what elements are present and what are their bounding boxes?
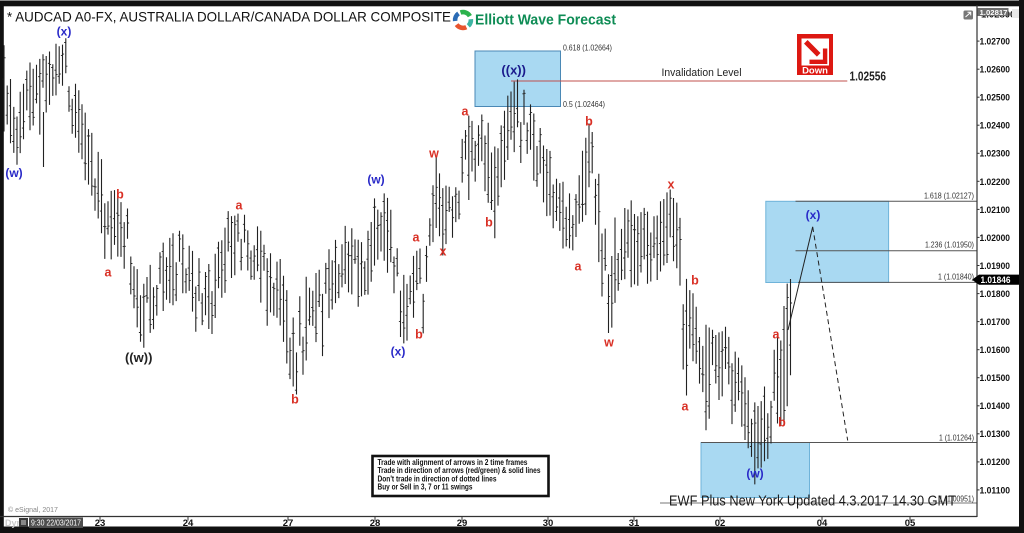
svg-text:1.01400: 1.01400 — [980, 401, 1011, 412]
svg-text:0.618 (1.02664): 0.618 (1.02664) — [563, 43, 612, 53]
svg-text:1.02200: 1.02200 — [980, 177, 1011, 188]
svg-text:Down: Down — [802, 66, 828, 77]
svg-text:x: x — [668, 178, 675, 192]
svg-text:(w): (w) — [367, 173, 384, 187]
svg-text:1.02700: 1.02700 — [980, 37, 1011, 48]
svg-text:* AUDCAD A0-FX, AUSTRALIA DOLL: * AUDCAD A0-FX, AUSTRALIA DOLLAR/CANADA … — [7, 8, 451, 24]
svg-text:1.02556: 1.02556 — [850, 70, 887, 84]
svg-text:a: a — [105, 266, 113, 280]
svg-text:Trade with alignment of arrows: Trade with alignment of arrows in 2 time… — [378, 458, 528, 467]
svg-text:1.01500: 1.01500 — [980, 373, 1011, 384]
svg-text:Elliott Wave Forecast: Elliott Wave Forecast — [475, 12, 616, 29]
svg-text:1.01900: 1.01900 — [980, 261, 1011, 272]
svg-text:29: 29 — [457, 518, 468, 529]
svg-text:1.01300: 1.01300 — [980, 429, 1011, 440]
svg-text:b: b — [585, 115, 593, 129]
svg-text:(x): (x) — [806, 208, 821, 222]
svg-text:31: 31 — [629, 518, 640, 529]
svg-text:b: b — [415, 328, 423, 342]
svg-text:((x)): ((x)) — [501, 63, 526, 78]
svg-text:w: w — [428, 147, 439, 161]
svg-text:1 (1.01840): 1 (1.01840) — [938, 272, 974, 282]
svg-text:1.01700: 1.01700 — [980, 317, 1011, 328]
svg-text:(x): (x) — [391, 345, 406, 359]
svg-text:b: b — [485, 216, 493, 230]
svg-text:27: 27 — [283, 518, 294, 529]
svg-text:EWF Plus New York Updated 4.3.: EWF Plus New York Updated 4.3.2017 14.30… — [669, 494, 956, 510]
svg-text:1.02600: 1.02600 — [980, 65, 1011, 76]
svg-text:Invalidation Level: Invalidation Level — [662, 67, 742, 79]
svg-text:1.02300: 1.02300 — [980, 149, 1011, 160]
svg-text:a: a — [575, 260, 583, 274]
svg-text:b: b — [691, 274, 699, 288]
svg-text:Buy or Sell in 3, 7 or 11 swin: Buy or Sell in 3, 7 or 11 swings — [378, 483, 473, 492]
svg-text:1.01846: 1.01846 — [981, 275, 1011, 285]
svg-text:((w)): ((w)) — [125, 350, 152, 365]
svg-text:05: 05 — [905, 518, 916, 529]
svg-text:Don't trade in direction of do: Don't trade in direction of dotted lines — [378, 474, 497, 483]
svg-text:(w): (w) — [5, 166, 22, 180]
svg-text:w: w — [603, 336, 614, 350]
svg-text:x: x — [440, 245, 447, 259]
svg-text:b: b — [778, 416, 786, 430]
svg-text:30: 30 — [543, 518, 554, 529]
svg-text:23: 23 — [95, 518, 106, 529]
svg-text:04: 04 — [817, 518, 828, 529]
svg-text:02: 02 — [715, 518, 726, 529]
svg-text:Dyn: Dyn — [5, 518, 22, 528]
svg-text:1.618 (1.02127): 1.618 (1.02127) — [924, 191, 974, 201]
svg-text:0.5 (1.02464): 0.5 (1.02464) — [563, 99, 605, 109]
svg-text:1.02500: 1.02500 — [980, 93, 1011, 104]
svg-text:1.02400: 1.02400 — [980, 121, 1011, 132]
svg-text:© eSignal, 2017: © eSignal, 2017 — [8, 506, 58, 514]
svg-text:1 (1.00951): 1 (1.00951) — [939, 494, 974, 504]
svg-text:9:30 22/03/2017: 9:30 22/03/2017 — [31, 518, 81, 527]
svg-text:a: a — [236, 199, 244, 213]
svg-text:1 (1.01264): 1 (1.01264) — [939, 433, 974, 443]
svg-text:1.02000: 1.02000 — [980, 233, 1011, 244]
svg-text:1.01800: 1.01800 — [980, 289, 1011, 300]
svg-text:(w): (w) — [746, 467, 763, 481]
svg-text:(x): (x) — [57, 25, 72, 39]
svg-text:b: b — [116, 188, 124, 202]
svg-text:1.02100: 1.02100 — [980, 205, 1011, 216]
svg-text:a: a — [682, 400, 690, 414]
svg-text:1.02817: 1.02817 — [980, 8, 1008, 17]
svg-text:28: 28 — [370, 518, 381, 529]
svg-text:1.01100: 1.01100 — [980, 485, 1011, 496]
svg-text:1.236 (1.01950): 1.236 (1.01950) — [925, 240, 974, 250]
svg-text:1.01200: 1.01200 — [980, 457, 1011, 468]
svg-text:Trade in direction of arrows (: Trade in direction of arrows (red/green)… — [378, 466, 541, 475]
svg-text:a: a — [773, 328, 781, 342]
svg-text:a: a — [413, 231, 421, 245]
svg-text:a: a — [462, 105, 470, 119]
svg-text:24: 24 — [183, 518, 194, 529]
svg-text:b: b — [291, 393, 299, 407]
svg-text:1.01600: 1.01600 — [980, 345, 1011, 356]
